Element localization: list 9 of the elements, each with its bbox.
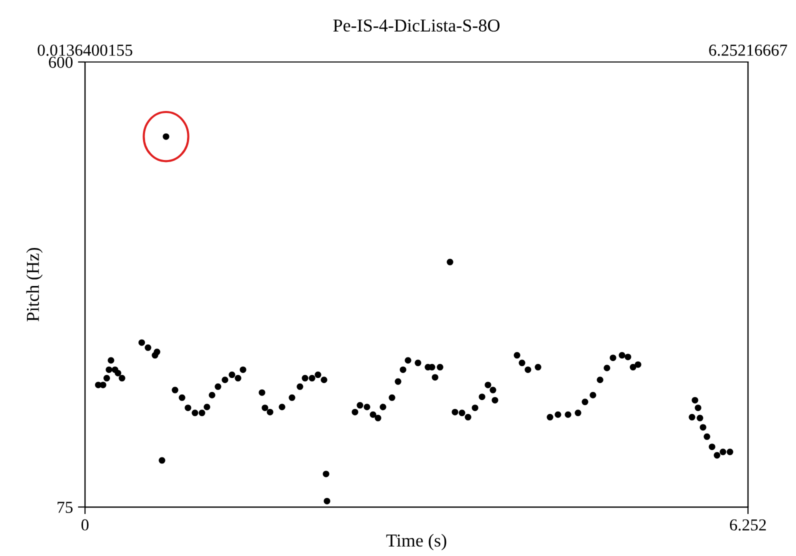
x2-tick-label: 0.0136400155: [38, 44, 132, 56]
y-tick-label: 600: [48, 56, 73, 68]
x-tick-label: 0: [81, 519, 89, 531]
x2-tick-label: 6.25216667: [709, 44, 788, 56]
x-axis-title: Time (s): [386, 534, 446, 550]
chart-title: Pe-IS-4-DicLista-S-8O: [333, 19, 500, 32]
x-tick-label: 6.252: [730, 519, 766, 531]
y-axis-title: Pitch (Hz): [26, 248, 43, 322]
y-tick-label: 75: [58, 502, 73, 513]
